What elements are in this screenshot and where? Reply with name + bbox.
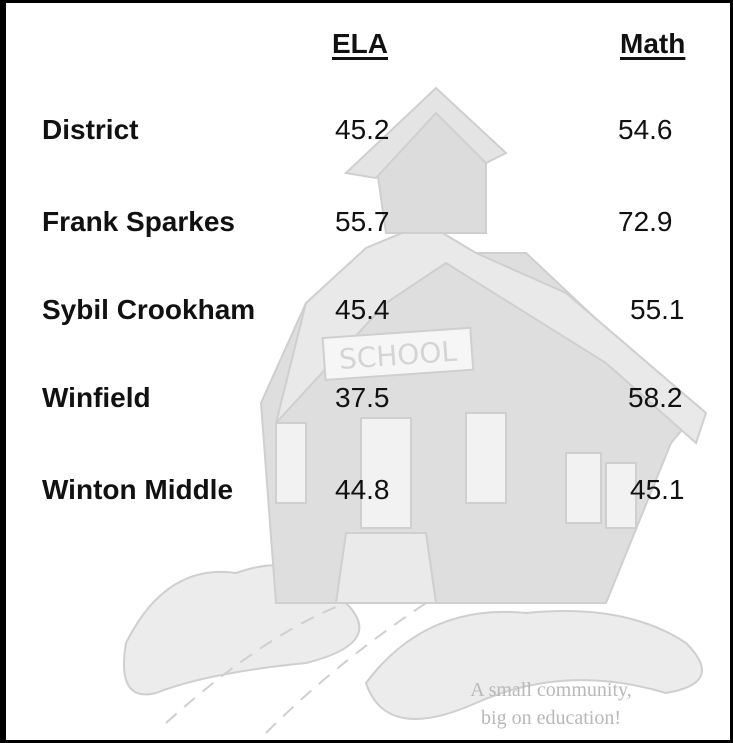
cell: 55.7 [335,206,390,237]
cell: 37.5 [335,382,390,413]
sign-text: SCHOOL [338,335,458,376]
sign-board [321,326,475,382]
tagline: A small community, [470,679,632,701]
cell: 45.1 [630,474,685,505]
column-header: ELA [332,28,388,59]
column-header: Math [620,28,686,59]
cell: 54.6 [618,114,673,145]
row-label: Winfield [42,382,151,413]
row-label: District [42,114,139,145]
row-label: Winton Middle [42,474,234,505]
cell: 45.2 [335,114,390,145]
cell: 72.9 [618,206,673,237]
tagline: big on education! [481,707,621,729]
cell: 45.4 [335,294,390,325]
cell: 44.8 [335,474,390,505]
cell: 55.1 [630,294,685,325]
schoolhouse-illustration: SCHOOL [123,86,708,734]
cell: 58.2 [628,382,683,413]
row-label: Frank Sparkes [42,206,235,237]
row-label: Sybil Crookham [42,294,256,325]
